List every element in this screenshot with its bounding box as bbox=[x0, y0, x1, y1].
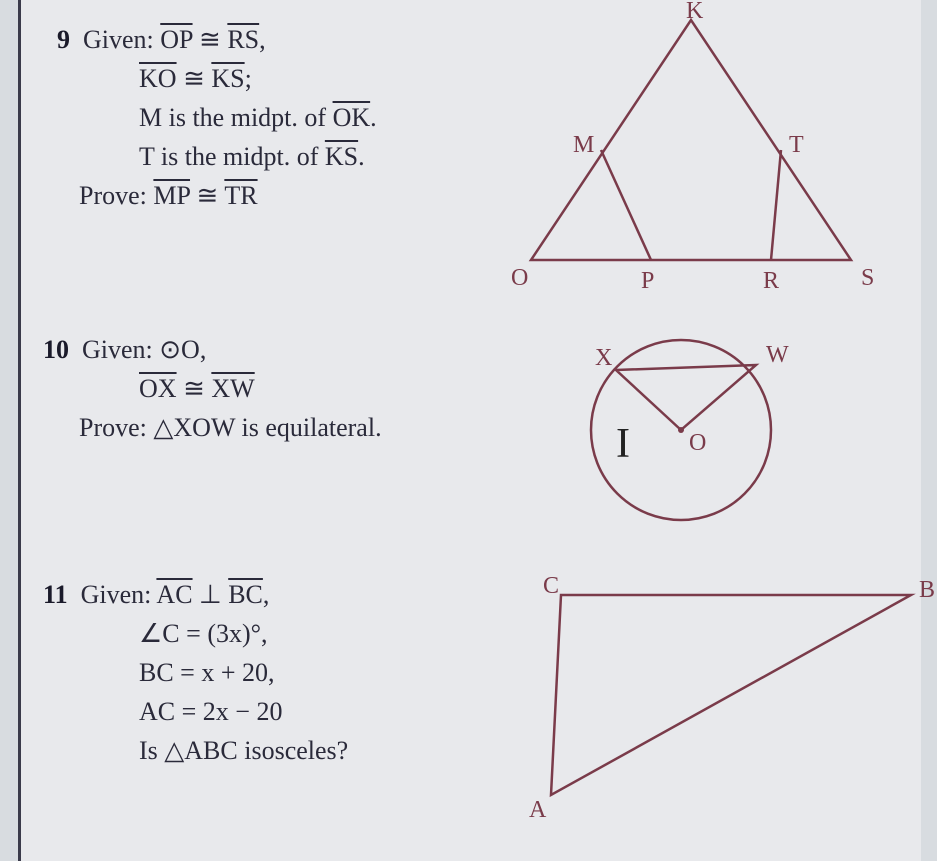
p11-question: Is △ABC isosceles? bbox=[21, 731, 521, 770]
p9-seg-ks: KS bbox=[211, 64, 244, 93]
page-container: 9 Given: OP ≅ RS, KO ≅ KS; M is the midp… bbox=[18, 0, 921, 861]
p9-mid2-pre: T is the midpt. of bbox=[139, 142, 325, 171]
text-cursor-icon: I bbox=[616, 420, 630, 468]
label-k: K bbox=[686, 0, 704, 24]
p11-diagram: C B A bbox=[511, 565, 937, 835]
p11-seg-bc: BC bbox=[228, 580, 263, 609]
p9-diagram: K M T O P R S bbox=[491, 0, 911, 300]
center-dot bbox=[678, 427, 684, 433]
p9-line2: KO ≅ KS; bbox=[21, 59, 521, 98]
triangle-xow bbox=[616, 365, 756, 430]
p10-prove: Prove: △XOW is equilateral. bbox=[21, 408, 521, 447]
label-r: R bbox=[763, 268, 779, 294]
p9-line4: T is the midpt. of KS. bbox=[21, 137, 521, 176]
p10-prove-text: △XOW is equilateral. bbox=[153, 413, 381, 442]
p10-circle-o: ⊙O, bbox=[159, 335, 206, 364]
p9-given-label: Given: bbox=[83, 25, 154, 54]
label-t: T bbox=[789, 132, 804, 158]
problem-11: 11 Given: AC ⊥ BC, ∠C = (3x)°, BC = x + … bbox=[21, 575, 521, 770]
p10-seg-ox: OX bbox=[139, 374, 177, 403]
p11-number: 11 bbox=[43, 580, 68, 609]
p10-line2: OX ≅ XW bbox=[21, 369, 521, 408]
label-a: A bbox=[529, 797, 547, 823]
segment-tr bbox=[771, 150, 781, 260]
p10-given-label: Given: bbox=[82, 335, 153, 364]
p9-prove-label: Prove: bbox=[79, 181, 147, 210]
label-c: C bbox=[543, 573, 559, 599]
p9-line3: M is the midpt. of OK. bbox=[21, 98, 521, 137]
p9-mid2-post: . bbox=[358, 142, 365, 171]
p10-diagram: X W O bbox=[561, 310, 821, 550]
problem-9: 9 Given: OP ≅ RS, KO ≅ KS; M is the midp… bbox=[21, 20, 521, 215]
p9-prove: Prove: MP ≅ TR bbox=[21, 176, 521, 215]
p11-seg-ac: AC bbox=[156, 580, 192, 609]
p11-line2: ∠C = (3x)°, bbox=[21, 614, 521, 653]
label-b: B bbox=[919, 577, 935, 603]
p9-mid1-post: . bbox=[370, 103, 377, 132]
p11-line3: BC = x + 20, bbox=[21, 653, 521, 692]
p9-number: 9 bbox=[57, 25, 70, 54]
p9-prove-seg2: TR bbox=[224, 181, 257, 210]
label-o: O bbox=[511, 265, 528, 291]
label-p: P bbox=[641, 268, 654, 294]
triangle-abc bbox=[551, 595, 911, 795]
p9-line1: 9 Given: OP ≅ RS, bbox=[21, 20, 521, 59]
p11-line1: 11 Given: AC ⊥ BC, bbox=[21, 575, 521, 614]
p11-line4: AC = 2x − 20 bbox=[21, 692, 521, 731]
p9-seg-ko: KO bbox=[139, 64, 177, 93]
label-s: S bbox=[861, 265, 874, 291]
p10-line1: 10 Given: ⊙O, bbox=[21, 330, 521, 369]
label-m: M bbox=[573, 132, 594, 158]
p9-mid1-pre: M is the midpt. of bbox=[139, 103, 333, 132]
label-w: W bbox=[766, 342, 789, 368]
p10-seg-xw: XW bbox=[211, 374, 254, 403]
p9-seg-op: OP bbox=[160, 25, 192, 54]
segment-mp bbox=[601, 150, 651, 260]
label-x: X bbox=[595, 345, 612, 371]
p9-mid2-seg: KS bbox=[325, 142, 358, 171]
p11-given-label: Given: bbox=[81, 580, 152, 609]
p9-prove-seg1: MP bbox=[153, 181, 190, 210]
p10-number: 10 bbox=[43, 335, 69, 364]
p9-mid1-seg: OK bbox=[333, 103, 371, 132]
problem-10: 10 Given: ⊙O, OX ≅ XW Prove: △XOW is equ… bbox=[21, 330, 521, 447]
p9-seg-rs: RS bbox=[227, 25, 259, 54]
p10-prove-label: Prove: bbox=[79, 413, 147, 442]
label-o-center: O bbox=[689, 430, 706, 456]
